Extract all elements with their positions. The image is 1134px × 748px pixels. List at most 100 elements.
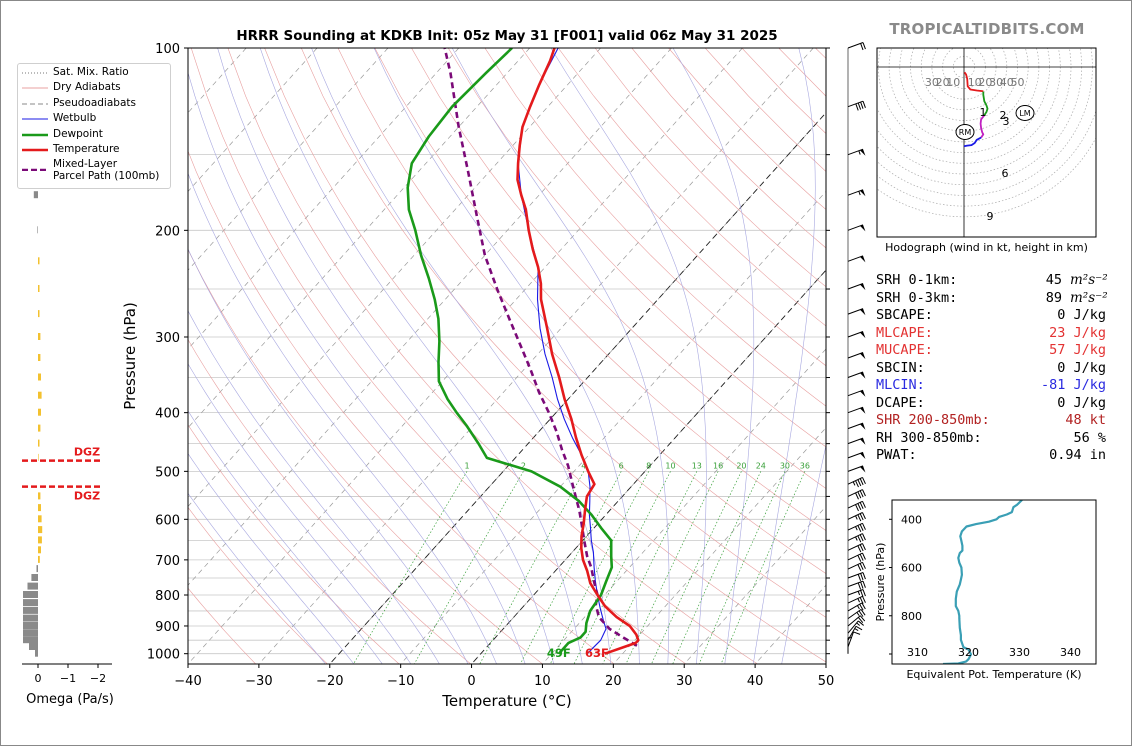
barb-full [862,552,866,560]
barb-full [859,615,866,622]
stat-label: MLCIN: [876,377,925,393]
y-tick-label: 300 [155,331,180,346]
barb-full [857,102,862,110]
theta-e-y-tick-label: 600 [901,562,922,575]
theta-e-y-tick-label: 800 [901,610,922,623]
hodo-tick-label: 20 [978,76,992,89]
stat-row: SBCIN: 0 J/kg [876,360,1106,378]
surface-temp-label: 63F [585,646,609,660]
dry-adiabat [188,424,400,664]
wind-barb [847,595,866,604]
stat-value: 89 [1045,289,1062,306]
x-tick-label: 0 [467,674,475,689]
barb-full [855,103,859,111]
mixing-ratio-line [573,471,671,664]
barb-full [859,597,864,604]
legend-swatch [22,103,48,105]
omega-tick-label: −1 [60,672,76,685]
barb-full [859,563,864,570]
omega-bar [38,439,40,447]
barb-full [859,544,864,552]
barb-full [857,564,862,572]
barb-shaft [847,512,863,520]
moist-adiabat [188,172,497,664]
barb-shaft [847,308,864,315]
barb-flag [860,423,866,430]
stat-value: -81 J/kg [1040,377,1106,393]
omega-bar [38,333,41,340]
omega-bar [23,599,38,607]
stat-label: SHR 200-850mb: [876,412,990,428]
barb-full [857,620,864,626]
omega-bar [29,643,38,650]
y-tick-label: 700 [155,554,180,569]
hodo-series [963,71,984,93]
barb-full [859,490,864,498]
legend-swatch [22,72,48,74]
barb-full [862,596,866,603]
barb-full [860,590,864,598]
barb-full [860,101,864,109]
barb-shaft [847,224,864,231]
barb-full [855,504,859,512]
x-tick-label: −20 [316,674,343,689]
barb-full [862,477,866,484]
hodo-height-label: 9 [987,210,994,223]
hodo-marker-label: RM [959,128,972,137]
barb-flag [860,189,866,197]
hodo-tick-label: 30 [989,76,1003,89]
barb-shaft [847,283,864,290]
barb-full [857,555,862,562]
legend-swatch [22,168,48,171]
omega-bar [23,591,38,598]
barb-shaft [847,522,863,531]
stat-label: RH 300-850mb: [876,429,982,446]
barb-shaft [847,389,864,397]
barb-shaft [847,100,864,108]
barb-half [858,150,861,155]
barb-full [855,625,863,631]
stat-value: 56 % [1073,429,1106,446]
mixing-ratio-label: 2 [521,461,526,470]
x-tick-label: −40 [174,674,201,689]
watermark: TROPICALTIDBITS.COM [889,20,1085,38]
barb-shaft [847,189,864,196]
skewt-legend: Sat. Mix. Ratio Dry Adiabats Pseudoadiabat… [17,63,171,189]
legend-swatch [22,148,48,152]
x-tick-label: 50 [818,674,835,689]
theta-e-x-tick-label: 320 [958,646,979,659]
wind-barb [847,615,866,627]
mixing-ratio-label: 36 [800,461,810,470]
stat-row: RH 300-850mb: 56 % [876,430,1106,448]
wind-barb [847,255,866,263]
omega-tick-label: −2 [90,672,106,685]
omega-bar [38,285,40,292]
isotherm-line [188,48,672,586]
barb-shaft [847,572,864,579]
barb-full [862,589,866,597]
wind-barb [847,552,866,562]
isotherm-line [188,48,460,350]
wind-barb [847,608,866,620]
barb-shaft [847,476,863,485]
mixing-ratio-label: 4 [581,461,586,470]
barb-flag [860,283,866,291]
y-tick-label: 500 [155,465,180,480]
omega-bar [38,257,40,265]
mixing-ratio-label: 10 [665,461,675,470]
wind-barb [847,620,864,634]
omega-bar [27,582,38,590]
mixing-ratio-label: 1 [465,461,470,470]
mixing-ratio-line [479,471,585,664]
wind-barb [847,352,866,360]
skewt-axes-frame [187,47,827,665]
barb-shaft [847,552,863,561]
barb-full [859,554,864,561]
moist-adiabat [781,443,826,664]
stat-row: SBCAPE: 0 J/kg [876,307,1106,325]
y-tick-label: 600 [155,513,180,528]
barb-full [862,533,866,541]
isotherm-line [612,427,826,664]
barb-full [857,503,862,511]
omega-bar [31,574,38,581]
